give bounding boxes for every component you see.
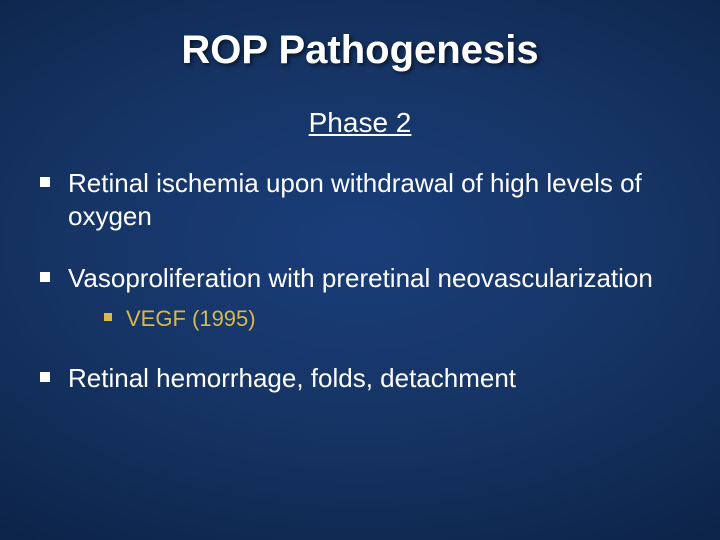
bullet-marker-icon (40, 372, 50, 382)
slide-title: ROP Pathogenesis (0, 28, 720, 73)
bullet-marker-icon (40, 177, 50, 187)
bullet-text: Retinal ischemia upon withdrawal of high… (68, 167, 680, 232)
sub-bullet-item: VEGF (1995) (104, 305, 680, 333)
bullet-item: Retinal hemorrhage, folds, detachment (40, 362, 680, 395)
bullet-item: Retinal ischemia upon withdrawal of high… (40, 167, 680, 232)
sub-bullet-marker-icon (104, 313, 112, 321)
bullet-text: Vasoproliferation with preretinal neovas… (68, 262, 680, 295)
bullet-marker-icon (40, 272, 50, 282)
slide-subtitle: Phase 2 (0, 107, 720, 139)
bullet-text: Retinal hemorrhage, folds, detachment (68, 362, 680, 395)
sub-bullet-text: VEGF (1995) (126, 305, 256, 333)
slide-content: Retinal ischemia upon withdrawal of high… (0, 167, 720, 395)
bullet-item: Vasoproliferation with preretinal neovas… (40, 262, 680, 295)
